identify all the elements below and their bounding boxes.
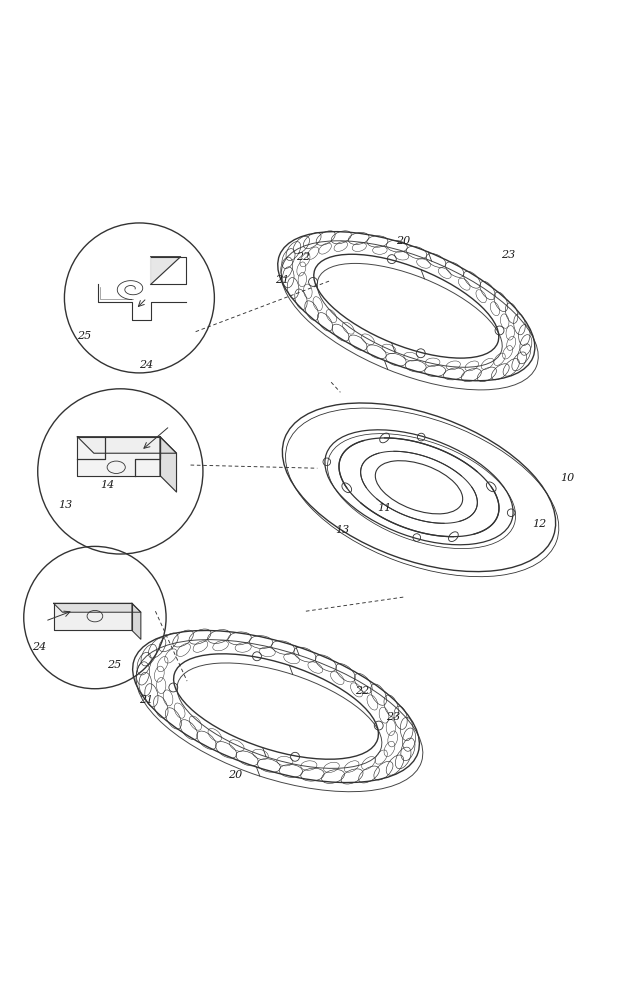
Polygon shape	[151, 257, 181, 284]
Text: 24: 24	[33, 642, 47, 652]
Polygon shape	[78, 437, 176, 453]
Polygon shape	[132, 603, 141, 639]
Text: 14: 14	[101, 480, 115, 490]
Text: 12: 12	[533, 519, 547, 529]
Text: 21: 21	[275, 275, 290, 285]
Text: 10: 10	[560, 473, 574, 483]
Text: 20: 20	[228, 770, 242, 780]
Text: 23: 23	[501, 250, 515, 260]
Text: 23: 23	[387, 712, 401, 722]
Text: 22: 22	[296, 252, 310, 262]
Text: 13: 13	[58, 500, 72, 510]
Text: 25: 25	[107, 660, 121, 670]
Text: 22: 22	[354, 686, 369, 696]
Text: 13: 13	[336, 525, 350, 535]
Text: 21: 21	[138, 695, 153, 705]
Text: 11: 11	[377, 503, 391, 513]
Text: 20: 20	[396, 236, 410, 246]
Polygon shape	[160, 437, 176, 492]
Polygon shape	[54, 603, 132, 630]
Text: 25: 25	[77, 331, 91, 341]
Polygon shape	[78, 437, 160, 476]
Text: 24: 24	[138, 360, 153, 370]
Polygon shape	[54, 603, 141, 612]
